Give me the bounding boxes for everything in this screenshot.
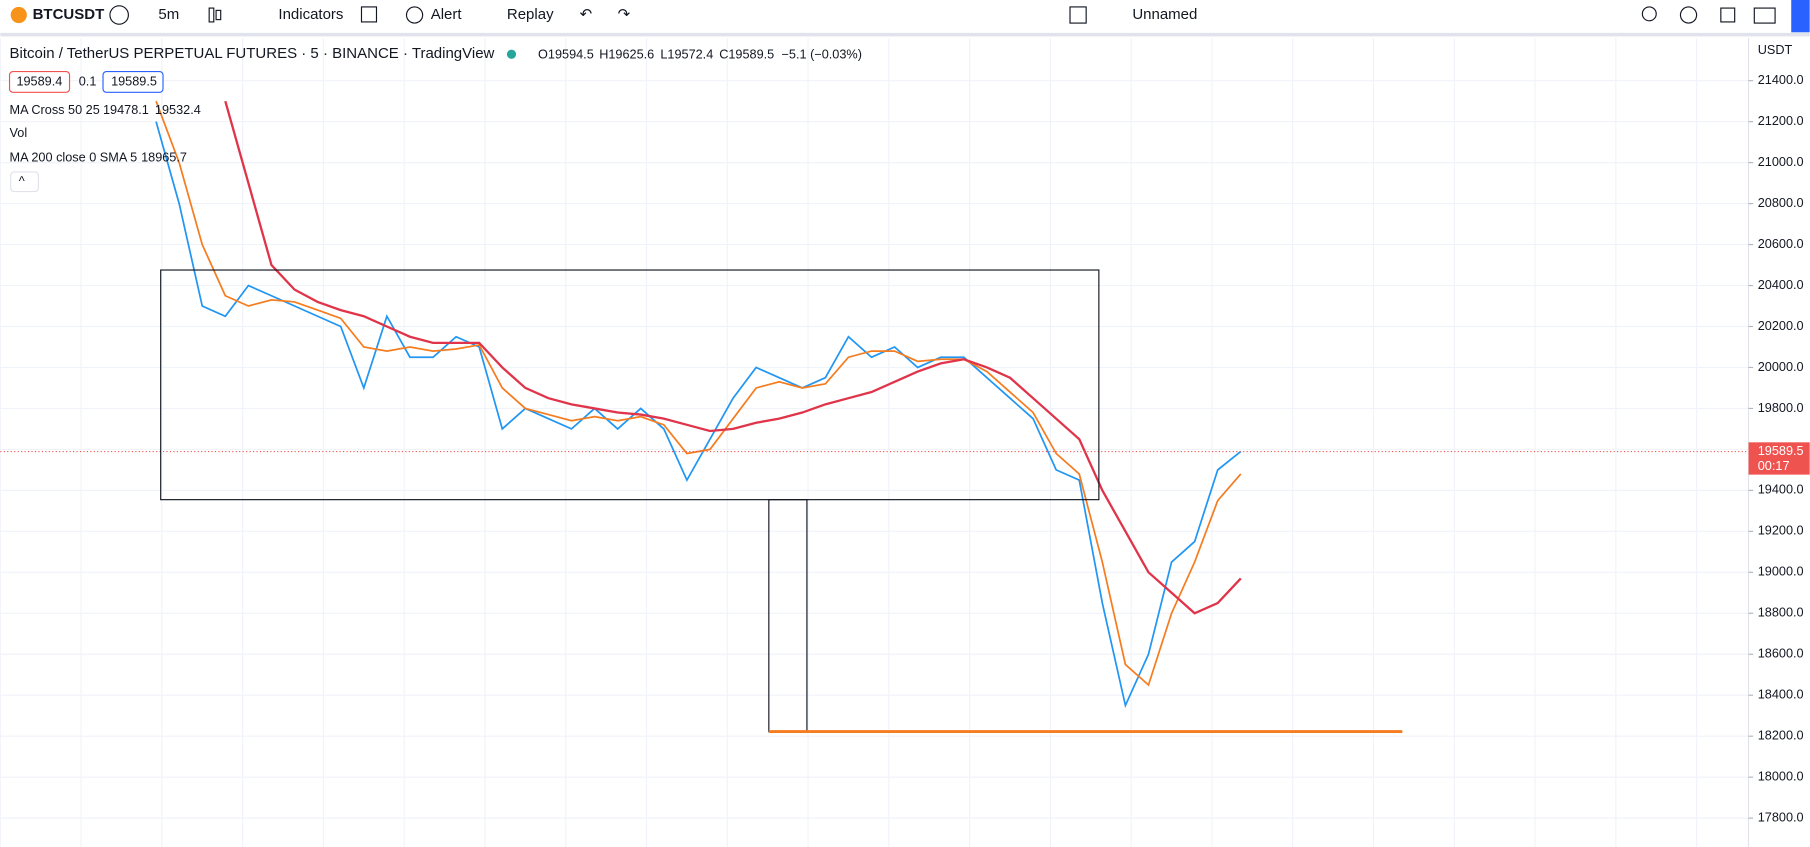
add-symbol-button[interactable]	[109, 5, 129, 25]
y-tick-label: 20800.0	[1758, 196, 1804, 210]
legend-open: O19594.5	[538, 48, 594, 62]
y-tick-label: 19800.0	[1758, 401, 1804, 415]
y-tick-label: 18600.0	[1758, 647, 1804, 661]
y-tick-label: 19000.0	[1758, 565, 1804, 579]
publish-button[interactable]	[1791, 0, 1810, 33]
legend-title: Bitcoin / TetherUS PERPETUAL FUTURES · 5…	[10, 45, 495, 62]
toolbar	[0, 0, 1810, 33]
y-tick-label: 20400.0	[1758, 278, 1804, 292]
redo-button[interactable]: ↷	[618, 6, 631, 23]
ma-cross-value: 19532.4	[155, 103, 201, 117]
rectangle-drawing[interactable]	[160, 269, 1100, 501]
series-line	[155, 100, 1242, 687]
indicators-button[interactable]: Indicators	[278, 6, 343, 23]
symbol[interactable]: BTCUSDT	[33, 6, 105, 23]
y-tick-label: 20200.0	[1758, 319, 1804, 333]
chart-type-button-part	[215, 9, 222, 21]
screenshot-button[interactable]	[1753, 7, 1776, 24]
y-tick-label: 18200.0	[1758, 729, 1804, 743]
rectangle-drawing[interactable]	[768, 499, 808, 733]
chart-type-button[interactable]	[208, 7, 215, 23]
settings-button[interactable]	[1679, 6, 1698, 24]
ma200-label: MA 200 close 0 SMA 5	[10, 150, 138, 164]
buy-box[interactable]	[102, 70, 164, 93]
series-line	[224, 100, 1242, 615]
legend-close: C19589.5	[719, 48, 774, 62]
collapse-legend-button[interactable]	[10, 171, 39, 193]
interval[interactable]: 5m	[158, 6, 179, 23]
replay-button[interactable]: Replay	[507, 6, 554, 23]
y-tick-label: 20000.0	[1758, 360, 1804, 374]
y-tick-label: 17800.0	[1758, 810, 1804, 824]
legend-low: L19572.4	[660, 48, 713, 62]
ma200-value: 18965.7	[141, 150, 187, 164]
symbol-icon	[10, 6, 27, 24]
ask-price: 19589.5	[111, 74, 157, 88]
y-tick-label: 20600.0	[1758, 237, 1804, 251]
y-tick-label: 18400.0	[1758, 688, 1804, 702]
last-price-tag	[1748, 442, 1810, 475]
y-tick-label: 18000.0	[1758, 770, 1804, 784]
y-tick-label: 18800.0	[1758, 606, 1804, 620]
price-axis: 17800.0 18000.0 18200.0 18400.0 18600.0 18800…	[1748, 73, 1810, 824]
y-tick-label: 21400.0	[1758, 73, 1804, 87]
ma-cross-label: MA Cross 50 25	[10, 103, 100, 117]
last-price-label: 19589.5	[1758, 444, 1804, 458]
fullscreen-button[interactable]	[1720, 7, 1736, 23]
vol-label: Vol	[10, 126, 28, 140]
market-status	[506, 49, 517, 59]
search-button[interactable]	[1641, 6, 1657, 22]
layout-button[interactable]	[1069, 6, 1087, 24]
alert-icon	[405, 6, 424, 24]
y-tick-label: 19400.0	[1758, 483, 1804, 497]
layout-name[interactable]: Unnamed	[1132, 6, 1197, 23]
axis-currency[interactable]: USDT	[1758, 43, 1793, 57]
countdown: 00:17	[1758, 459, 1790, 473]
y-tick-label: 19200.0	[1758, 524, 1804, 538]
templates-button[interactable]	[360, 6, 378, 23]
spread: 0.1	[79, 74, 97, 88]
y-tick-label: 21200.0	[1758, 114, 1804, 128]
chart-area	[0, 38, 1749, 847]
undo-button[interactable]: ↶	[580, 6, 593, 23]
y-tick-label: 21000.0	[1758, 155, 1804, 169]
collapse-icon: ^	[19, 175, 25, 189]
series-line	[155, 121, 1242, 709]
alert-button[interactable]: Alert	[431, 6, 463, 23]
legend-change: −5.1 (−0.03%)	[782, 48, 862, 62]
bid-price: 19589.4	[16, 74, 62, 88]
legend-high: H19625.6	[599, 48, 654, 62]
ma-cross-value: 19478.1	[103, 103, 149, 117]
sell-box[interactable]	[8, 70, 71, 93]
